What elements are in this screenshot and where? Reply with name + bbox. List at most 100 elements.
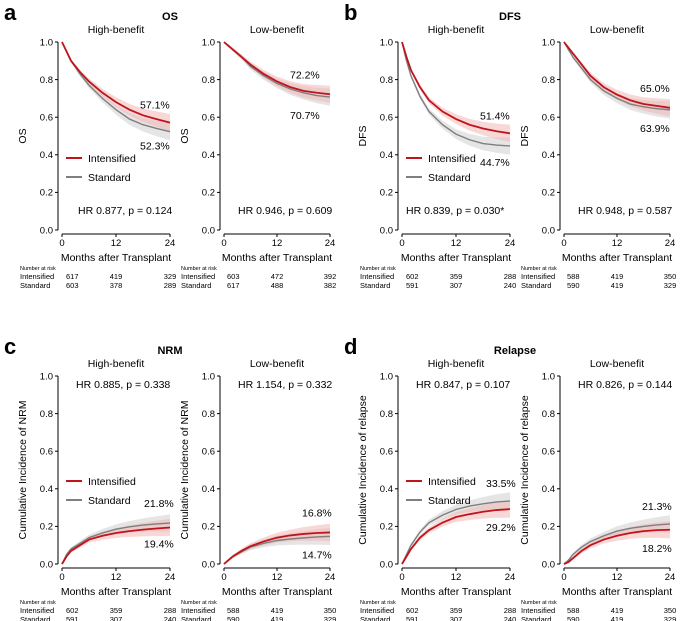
panel-title: Relapse [494,345,536,357]
risk-count-intensified: 419 [110,272,123,281]
risk-row-label-standard: Standard [360,615,390,621]
risk-table-heading: Number at risk [360,266,396,272]
y-axis-label: OS [17,128,29,143]
subplot-low-benefit: Low-benefit OS 0.0 0.2 0.4 0.6 0.8 1.0 0 12 24 Mont… [179,24,336,290]
y-tick-label: 0.0 [542,559,555,570]
y-axis-label: Cumulative Incidence of NRM [17,401,29,540]
y-tick-label: 0.6 [40,113,53,124]
x-tick-label: 24 [505,238,516,249]
legend-standard-label: Standard [428,495,471,507]
y-tick-label: 0.0 [40,225,53,236]
intensified-end-label: 65.0% [640,83,670,95]
y-tick-label: 0.2 [202,188,215,199]
risk-count-intensified: 588 [227,606,240,615]
hazard-ratio-text: HR 0.948, p = 0.587 [578,205,672,217]
y-tick-label: 0.6 [40,447,53,458]
y-tick-label: 0.6 [542,447,555,458]
panel-b: b DFS High-benefit DFS 0.0 0.2 0.4 0.6 0.8 1.0 0 12… [344,0,676,290]
risk-count-standard: 617 [227,281,240,290]
risk-count-standard: 590 [227,615,240,621]
risk-count-standard: 307 [110,615,123,621]
y-tick-label: 0.8 [202,409,215,420]
risk-row-label-intensified: Intensified [181,272,215,281]
x-tick-label: 0 [399,238,404,249]
risk-count-standard: 307 [450,615,463,621]
risk-row-label-standard: Standard [360,281,390,290]
intensified-end-label: 19.4% [144,539,174,551]
legend-standard-label: Standard [88,495,131,507]
risk-count-intensified: 419 [611,606,624,615]
x-tick-label: 0 [399,572,404,583]
risk-table-heading: Number at risk [20,600,56,606]
risk-count-intensified: 288 [504,606,517,615]
y-tick-label: 0.4 [202,484,215,495]
hazard-ratio-text: HR 0.946, p = 0.609 [238,205,332,217]
subplot-low-benefit: Low-benefit Cumulative Incidence of NRM 0.… [179,358,336,621]
legend: Intensified Standard [406,476,476,507]
y-tick-label: 0.8 [40,409,53,420]
x-tick-label: 0 [59,572,64,583]
risk-count-standard: 419 [271,615,284,621]
subplot-high-benefit: High-benefit Cumulative Incidence of NRM 0… [17,358,176,621]
risk-count-intensified: 329 [164,272,177,281]
y-tick-label: 1.0 [40,37,53,48]
risk-count-standard: 591 [406,281,419,290]
y-tick-label: 0.4 [380,150,393,161]
risk-count-standard: 590 [567,281,580,290]
panel-label: b [344,0,357,25]
panel-title: NRM [157,345,182,357]
x-tick-label: 0 [221,238,226,249]
y-axis-label: Cumulative Incidence of relapse [519,395,531,545]
legend-intensified-label: Intensified [428,153,476,165]
intensified-end-label: 57.1% [140,100,170,112]
risk-row-label-standard: Standard [181,281,211,290]
y-tick-label: 0.2 [542,188,555,199]
hazard-ratio-text: HR 0.826, p = 0.144 [578,379,672,391]
subplot-high-benefit: High-benefit OS 0.0 0.2 0.4 0.6 0.8 1.0 0 12 24 Mon… [17,24,176,290]
y-tick-label: 0.8 [542,75,555,86]
risk-count-standard: 591 [406,615,419,621]
intensified-end-label: 18.2% [642,543,672,555]
y-tick-label: 0.4 [542,484,555,495]
intensified-confidence-band [62,42,170,132]
risk-table-heading: Number at risk [181,266,217,272]
risk-count-standard: 289 [164,281,177,290]
y-axis-label: OS [179,128,191,143]
risk-count-intensified: 472 [271,272,284,281]
intensified-confidence-band [224,42,330,103]
panel-a: a OS High-benefit OS 0.0 0.2 0.4 0.6 0.8 1.0 0 12 24… [4,0,336,290]
risk-row-label-intensified: Intensified [20,606,54,615]
y-tick-label: 0.4 [202,150,215,161]
x-axis-label: Months after Transplant [401,586,511,598]
y-tick-label: 0.2 [202,522,215,533]
subplot-title: High-benefit [428,24,485,36]
y-tick-label: 0.8 [202,75,215,86]
risk-count-intensified: 588 [567,272,580,281]
y-tick-label: 1.0 [542,37,555,48]
standard-end-label: 14.7% [302,549,332,561]
intensified-end-label: 16.8% [302,507,332,519]
hazard-ratio-text: HR 0.877, p = 0.124 [78,205,172,217]
hazard-ratio-text: HR 0.847, p = 0.107 [416,379,510,391]
risk-count-standard: 307 [450,281,463,290]
legend-intensified-label: Intensified [88,153,136,165]
x-tick-label: 24 [505,572,516,583]
y-tick-label: 0.2 [40,188,53,199]
risk-count-standard: 329 [324,615,337,621]
panel-c: c NRM High-benefit Cumulative Incidence of … [4,334,336,621]
risk-table-heading: Number at risk [521,266,557,272]
standard-confidence-band [402,42,510,155]
y-axis-label: DFS [357,126,369,147]
y-tick-label: 0.6 [202,113,215,124]
x-tick-label: 24 [665,572,676,583]
y-axis-label: DFS [519,126,531,147]
x-tick-label: 12 [111,572,122,583]
risk-table-heading: Number at risk [181,600,217,606]
risk-count-standard: 488 [271,281,284,290]
x-tick-label: 12 [612,238,623,249]
